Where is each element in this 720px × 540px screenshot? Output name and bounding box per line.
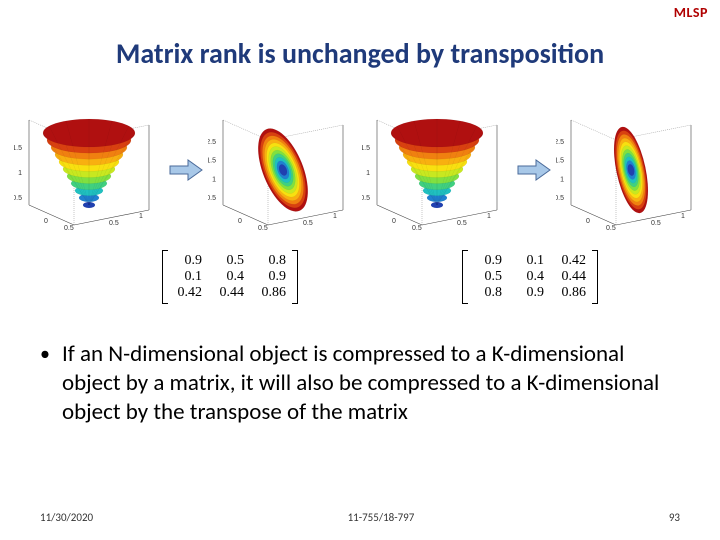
figure-ellipse-1: 0.5 1 1.5 2.5 0 0.5 0.5 1: [208, 105, 358, 235]
matrix-a: 0.9 0.5 0.8 0.1 0.4 0.9 0.42 0.44 0.86: [162, 250, 298, 304]
svg-text:0: 0: [586, 218, 590, 225]
svg-text:1: 1: [212, 176, 216, 183]
logo: MLSP: [674, 4, 708, 21]
svg-text:2.5: 2.5: [208, 139, 216, 146]
svg-text:0.5: 0.5: [303, 220, 313, 227]
svg-text:0.5: 0.5: [14, 195, 22, 202]
svg-text:0.5: 0.5: [258, 225, 268, 232]
matrix-cell: 0.9: [174, 253, 202, 269]
svg-text:0.5: 0.5: [109, 220, 119, 227]
svg-text:2.5: 2.5: [556, 139, 564, 146]
bullet-dot-icon: •: [40, 340, 50, 368]
matrix-cell: 0.44: [216, 285, 244, 301]
svg-text:1: 1: [18, 170, 22, 177]
slide-title: Matrix rank is unchanged by transpositio…: [0, 36, 720, 71]
matrix-cell: 0.42: [558, 253, 586, 269]
svg-text:0: 0: [392, 218, 396, 225]
matrix-cell: 0.9: [474, 253, 502, 269]
matrix-b: 0.9 0.1 0.42 0.5 0.4 0.44 0.8 0.9 0.86: [462, 250, 598, 304]
svg-text:1: 1: [560, 176, 564, 183]
svg-text:1: 1: [139, 213, 143, 220]
svg-text:0.5: 0.5: [651, 220, 661, 227]
matrix-cell: 0.8: [474, 285, 502, 301]
matrix-cell: 0.4: [216, 269, 244, 285]
matrix-cell: 0.42: [174, 285, 202, 301]
svg-text:0: 0: [44, 218, 48, 225]
matrix-row: 0.90.50.80.10.40.90.420.440.86 0.90.10.4…: [0, 250, 720, 304]
matrix-cell: 0.9: [516, 285, 544, 301]
svg-text:0: 0: [238, 218, 242, 225]
matrix-cell: 0.9: [258, 269, 286, 285]
svg-text:0.5: 0.5: [64, 225, 74, 232]
footer-date: 11/30/2020: [40, 511, 93, 524]
footer-page: 93: [669, 511, 680, 524]
matrix-cell: 0.5: [474, 269, 502, 285]
svg-text:0.5: 0.5: [606, 225, 616, 232]
svg-text:1.5: 1.5: [556, 158, 564, 165]
footer-course: 11-755/18-797: [348, 511, 415, 524]
footer: 11/30/2020 11-755/18-797 93: [40, 511, 680, 524]
matrix-cell: 0.1: [516, 253, 544, 269]
matrix-cell: 0.86: [558, 285, 586, 301]
svg-text:1: 1: [487, 213, 491, 220]
matrix-cell: 0.5: [216, 253, 244, 269]
matrix-cell: 0.4: [516, 269, 544, 285]
matrix-cell: 0.1: [174, 269, 202, 285]
matrix-cell: 0.44: [558, 269, 586, 285]
svg-text:1.5: 1.5: [362, 145, 370, 152]
arrow-icon: [168, 156, 204, 184]
bullet-section: • If an N-dimensional object is compress…: [40, 340, 680, 426]
figure-cone-2: 0.5 1 1.5 0 0.5 0.5 1: [362, 105, 512, 235]
svg-text:1.5: 1.5: [14, 145, 22, 152]
matrix-cell: 0.8: [258, 253, 286, 269]
svg-text:0.5: 0.5: [556, 195, 564, 202]
figure-ellipse-2: 0.5 1 1.5 2.5 0 0.5 0.5 1: [556, 105, 706, 235]
svg-text:1: 1: [333, 213, 337, 220]
svg-text:1.5: 1.5: [208, 158, 216, 165]
figure-cone-1: 0.5 1 1.5 0 0.5 0.5 1: [14, 105, 164, 235]
svg-text:0.5: 0.5: [362, 195, 370, 202]
figures-row: 0.5 1 1.5 0 0.5 0.5 1 0.5 1 1.5 2.5 0 0.5 0.5…: [14, 90, 706, 250]
svg-text:0.5: 0.5: [412, 225, 422, 232]
svg-text:1: 1: [681, 213, 685, 220]
arrow-icon: [516, 156, 552, 184]
bullet-item: • If an N-dimensional object is compress…: [40, 340, 680, 426]
svg-text:1: 1: [366, 170, 370, 177]
matrix-cell: 0.86: [258, 285, 286, 301]
bullet-text: If an N-dimensional object is compressed…: [62, 340, 680, 426]
svg-text:0.5: 0.5: [457, 220, 467, 227]
svg-text:0.5: 0.5: [208, 195, 216, 202]
